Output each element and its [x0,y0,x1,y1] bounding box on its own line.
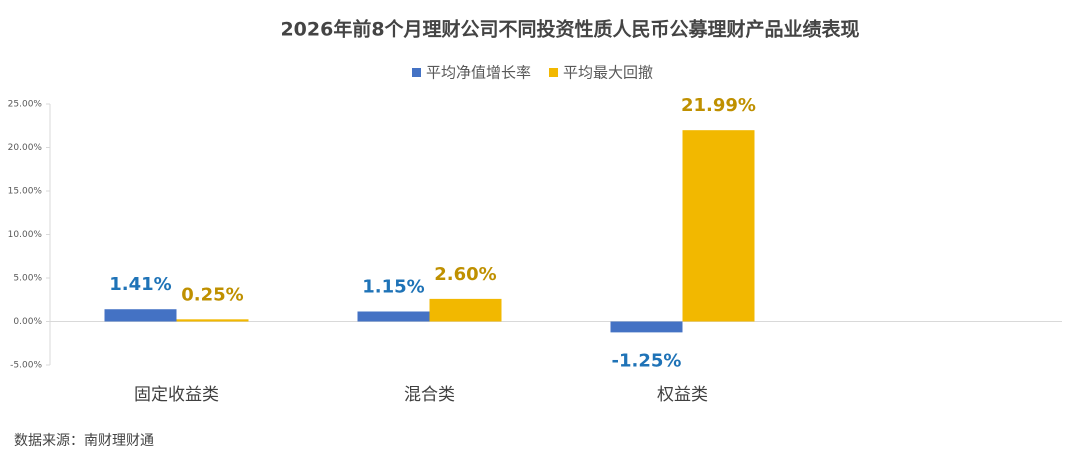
y-tick-label: 20.00% [8,143,43,153]
y-tick-label: 0.00% [13,317,42,327]
bar [104,309,177,322]
x-tick-label: 固定收益类 [134,385,219,405]
legend-label: 平均最大回撤 [563,64,653,82]
bar [429,298,502,322]
data-label: 21.99% [681,95,756,116]
data-label: 2.60% [434,264,496,285]
bar [176,319,249,322]
y-tick-label: 5.00% [13,274,42,284]
legend-swatch [549,68,559,77]
data-label: 0.25% [181,284,243,305]
y-tick-label: 10.00% [8,230,43,240]
chart-title: 2026年前8个月理财公司不同投资性质人民币公募理财产品业绩表现 [280,18,859,41]
data-label: 1.41% [109,274,171,295]
legend-label: 平均净值增长率 [426,64,531,82]
bar [357,311,430,322]
bar [682,130,755,322]
source: 数据来源：南财理财通 [14,433,154,449]
x-tick-label: 混合类 [404,385,455,405]
data-label: 1.15% [362,276,424,297]
data-label: -1.25% [612,350,682,371]
x-tick-label: 权益类 [657,385,708,405]
y-tick-label: 15.00% [8,187,43,197]
y-tick-label: 25.00% [8,100,43,110]
legend-swatch [412,68,421,77]
bar [610,321,683,333]
y-tick-label: -5.00% [10,361,42,371]
